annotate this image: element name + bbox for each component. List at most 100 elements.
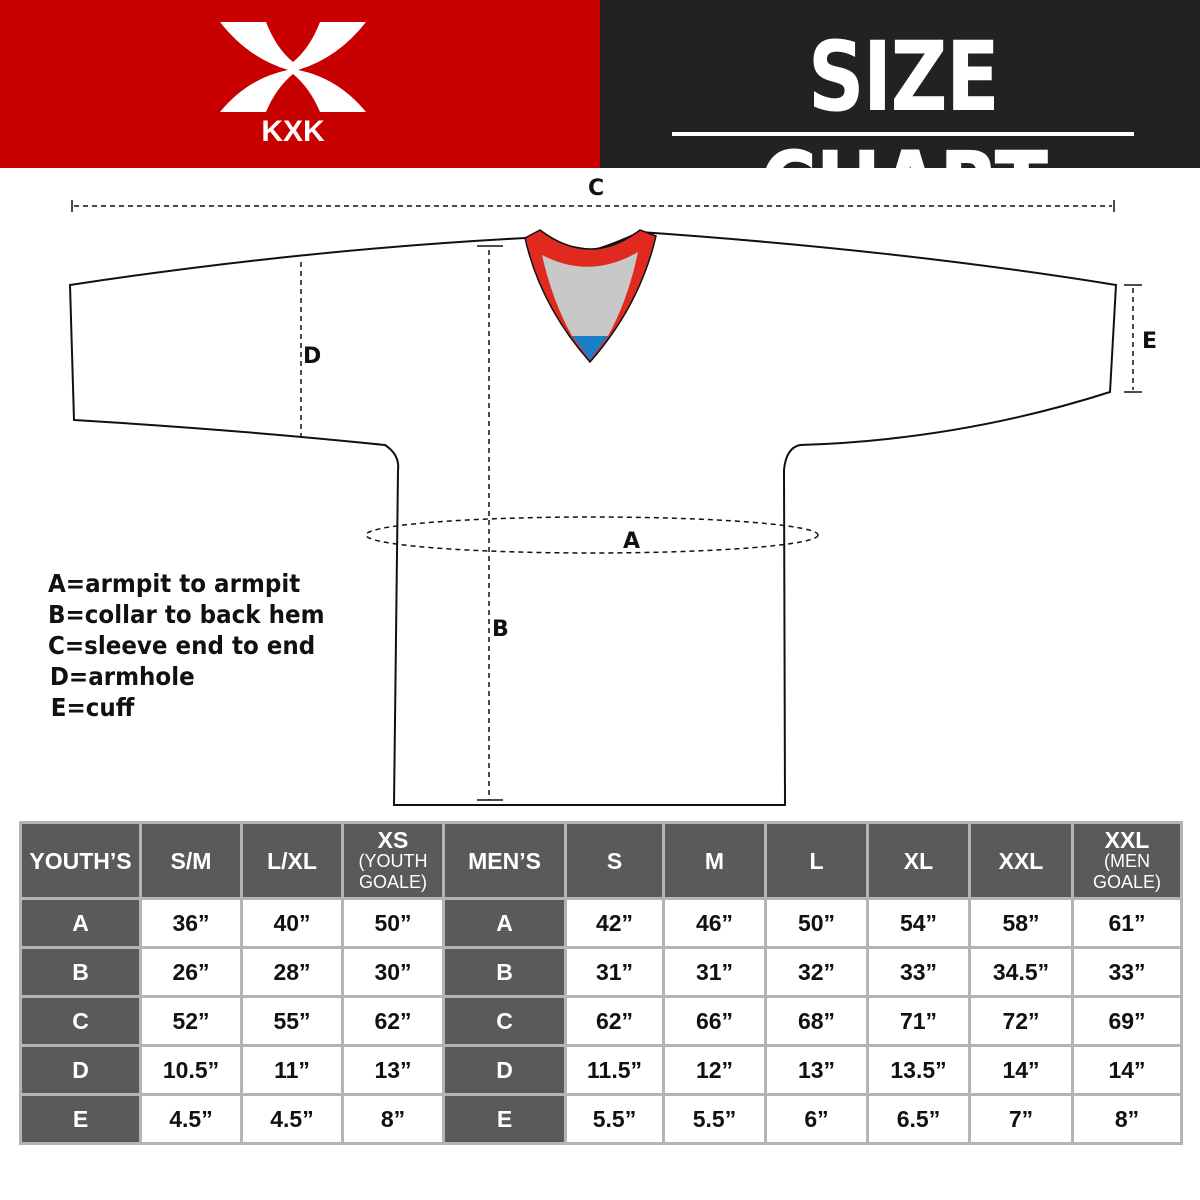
- men-size-cell: 14”: [1071, 1044, 1183, 1096]
- men-size-cell: 5.5”: [662, 1093, 767, 1145]
- column-header-label: L: [809, 847, 824, 874]
- measure-lines: [74, 205, 1134, 800]
- column-header: YOUTH’S: [19, 821, 142, 900]
- men-size-cell: 34.5”: [968, 946, 1074, 998]
- legend-item-d: D=armhole: [49, 662, 195, 691]
- youth-size-cell: 13”: [341, 1044, 445, 1096]
- row-label-youth: D: [19, 1044, 142, 1096]
- table-row: B 26” 28” 30” B 31” 31” 32” 33” 34.5” 33”: [19, 946, 1183, 998]
- column-header: XXL: [968, 821, 1074, 900]
- row-label-men: E: [442, 1093, 567, 1145]
- youth-size-cell: 4.5”: [240, 1093, 344, 1145]
- men-size-cell: 33”: [866, 946, 971, 998]
- row-label-men: A: [442, 897, 567, 949]
- row-label-youth: A: [19, 897, 142, 949]
- legend-item-b: B=collar to back hem: [48, 600, 325, 629]
- legend-item-e: E=cuff: [50, 693, 135, 722]
- row-label-men: C: [442, 995, 567, 1047]
- youth-size-cell: 62”: [341, 995, 445, 1047]
- youth-size-cell: 11”: [240, 1044, 344, 1096]
- column-header-label: XS: [377, 826, 409, 853]
- men-size-cell: 32”: [764, 946, 869, 998]
- column-header-label: YOUTH’S: [29, 847, 132, 874]
- title-banner: [600, 0, 1200, 168]
- brand-banner: KXK: [0, 0, 600, 168]
- youth-size-cell: 36”: [139, 897, 243, 949]
- youth-size-cell: 30”: [341, 946, 445, 998]
- men-size-cell: 12”: [662, 1044, 767, 1096]
- men-size-cell: 66”: [662, 995, 767, 1047]
- men-size-cell: 31”: [564, 946, 665, 998]
- youth-size-cell: 8”: [341, 1093, 445, 1145]
- men-size-cell: 33”: [1071, 946, 1183, 998]
- column-header: XL: [866, 821, 971, 900]
- column-header: L/XL: [240, 821, 344, 900]
- men-size-cell: 46”: [662, 897, 767, 949]
- column-header: S: [564, 821, 665, 900]
- men-size-cell: 11.5”: [564, 1044, 665, 1096]
- men-size-cell: 61”: [1071, 897, 1183, 949]
- row-label-men: B: [442, 946, 567, 998]
- men-size-cell: 68”: [764, 995, 869, 1047]
- men-size-cell: 69”: [1071, 995, 1183, 1047]
- measure-ticks: [71, 200, 1142, 801]
- youth-size-cell: 55”: [240, 995, 344, 1047]
- youth-size-cell: 52”: [139, 995, 243, 1047]
- legend-item-a: A=armpit to armpit: [48, 569, 301, 598]
- column-header: S/M: [139, 821, 243, 900]
- men-size-cell: 31”: [662, 946, 767, 998]
- column-header: XXL (MEN GOALE): [1071, 821, 1183, 900]
- column-header-label: S/M: [170, 847, 212, 874]
- label-d: D: [303, 344, 322, 369]
- row-label-youth: E: [19, 1093, 142, 1145]
- collar-inner: [542, 252, 638, 336]
- men-size-cell: 71”: [866, 995, 971, 1047]
- logo-wordmark: KXK: [261, 115, 325, 148]
- title-underline: [672, 132, 1134, 136]
- logo-mark-icon: [220, 22, 366, 112]
- column-header: L: [764, 821, 869, 900]
- table-row: C 52” 55” 62” C 62” 66” 68” 71” 72” 69”: [19, 995, 1183, 1047]
- men-size-cell: 8”: [1071, 1093, 1183, 1145]
- measurement-legend: A=armpit to armpit B=collar to back hem …: [48, 568, 325, 723]
- label-a: A: [623, 529, 641, 554]
- column-header: MEN’S: [442, 821, 567, 900]
- youth-size-cell: 50”: [341, 897, 445, 949]
- men-size-cell: 6.5”: [866, 1093, 971, 1145]
- youth-size-cell: 4.5”: [139, 1093, 243, 1145]
- column-header-label: XXL: [1104, 826, 1150, 853]
- men-size-cell: 6”: [764, 1093, 869, 1145]
- men-size-cell: 54”: [866, 897, 971, 949]
- column-header-label: XL: [903, 847, 934, 874]
- men-size-cell: 58”: [968, 897, 1074, 949]
- label-b: B: [492, 617, 509, 642]
- men-size-cell: 42”: [564, 897, 665, 949]
- column-header-label: L/XL: [267, 847, 317, 874]
- column-header-sublabel: (YOUTH GOALE): [358, 850, 428, 892]
- youth-size-cell: 10.5”: [139, 1044, 243, 1096]
- table-row: A 36” 40” 50” A 42” 46” 50” 54” 58” 61”: [19, 897, 1183, 949]
- men-size-cell: 7”: [968, 1093, 1074, 1145]
- row-label-youth: C: [19, 995, 142, 1047]
- men-size-cell: 13”: [764, 1044, 869, 1096]
- youth-size-cell: 28”: [240, 946, 344, 998]
- men-size-cell: 62”: [564, 995, 665, 1047]
- label-e: E: [1142, 329, 1158, 354]
- column-header-label: MEN’S: [468, 847, 541, 874]
- column-header-sublabel: (MEN GOALE): [1092, 850, 1162, 892]
- jersey-diagram: [68, 200, 1142, 806]
- column-header: XS (YOUTH GOALE): [341, 821, 445, 900]
- label-c: C: [588, 176, 605, 201]
- column-header-label: S: [606, 847, 623, 874]
- kxk-logo: KXK: [218, 18, 368, 150]
- youth-size-cell: 40”: [240, 897, 344, 949]
- collar-tip: [572, 336, 608, 360]
- row-label-men: D: [442, 1044, 567, 1096]
- men-size-cell: 72”: [968, 995, 1074, 1047]
- table-row: D 10.5” 11” 13” D 11.5” 12” 13” 13.5” 14” 14”: [19, 1044, 1183, 1096]
- youth-size-cell: 26”: [139, 946, 243, 998]
- men-size-cell: 50”: [764, 897, 869, 949]
- size-table: YOUTH’S S/M L/XL XS (YOUTH GOALE) MEN’S S M L XL X…: [19, 821, 1183, 1145]
- table-header-row: YOUTH’S S/M L/XL XS (YOUTH GOALE) MEN’S S M L XL X…: [19, 821, 1183, 900]
- column-header-label: M: [704, 847, 725, 874]
